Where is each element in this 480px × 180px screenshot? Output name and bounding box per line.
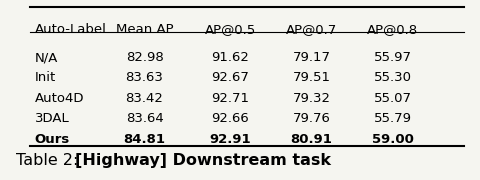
Text: 83.63: 83.63 xyxy=(126,71,164,84)
Text: 92.66: 92.66 xyxy=(212,112,249,125)
Text: Table 2:: Table 2: xyxy=(16,153,83,168)
Text: 83.42: 83.42 xyxy=(126,92,164,105)
Text: Mean AP: Mean AP xyxy=(116,23,173,36)
Text: AP@0.5: AP@0.5 xyxy=(205,23,256,36)
Text: Init: Init xyxy=(35,71,56,84)
Text: 55.30: 55.30 xyxy=(374,71,412,84)
Text: AP@0.7: AP@0.7 xyxy=(286,23,337,36)
Text: 79.76: 79.76 xyxy=(293,112,331,125)
Text: 92.67: 92.67 xyxy=(212,71,250,84)
Text: 79.17: 79.17 xyxy=(293,51,331,64)
Text: 92.71: 92.71 xyxy=(212,92,250,105)
Text: 92.91: 92.91 xyxy=(210,132,251,146)
Text: 91.62: 91.62 xyxy=(212,51,250,64)
Text: 82.98: 82.98 xyxy=(126,51,163,64)
Text: 84.81: 84.81 xyxy=(123,132,166,146)
Text: 55.79: 55.79 xyxy=(374,112,412,125)
Text: 3DAL: 3DAL xyxy=(35,112,70,125)
Text: 55.07: 55.07 xyxy=(374,92,412,105)
Text: Auto-Label: Auto-Label xyxy=(35,23,107,36)
Text: 83.64: 83.64 xyxy=(126,112,163,125)
Text: 79.51: 79.51 xyxy=(293,71,331,84)
Text: [Highway] Downstream task: [Highway] Downstream task xyxy=(75,153,331,168)
Text: Ours: Ours xyxy=(35,132,70,146)
Text: 79.32: 79.32 xyxy=(293,92,331,105)
Text: AP@0.8: AP@0.8 xyxy=(367,23,418,36)
Text: 80.91: 80.91 xyxy=(291,132,333,146)
Text: Auto4D: Auto4D xyxy=(35,92,84,105)
Text: 55.97: 55.97 xyxy=(374,51,412,64)
Text: 59.00: 59.00 xyxy=(372,132,414,146)
Text: N/A: N/A xyxy=(35,51,58,64)
